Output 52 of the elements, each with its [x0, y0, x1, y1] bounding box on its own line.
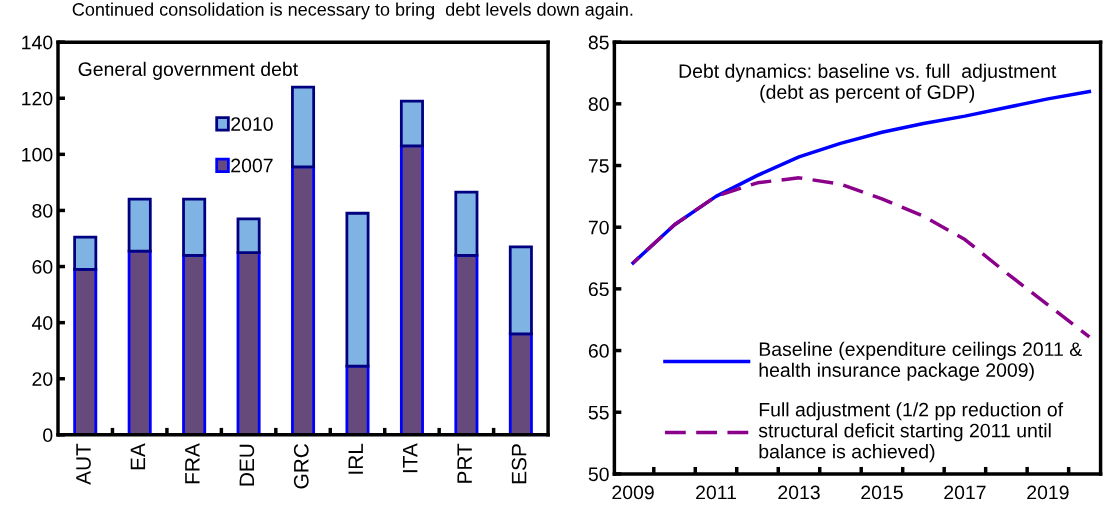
y-tick-label: 65	[588, 282, 609, 297]
x-tick-label: IRL	[348, 443, 363, 474]
y-tick-label: 55	[588, 405, 609, 420]
legend-label: 2007	[231, 158, 273, 173]
y-tick-label: 80	[588, 97, 609, 112]
x-tick-label: GRC	[293, 443, 309, 489]
bar	[508, 332, 533, 435]
text: General government debt	[78, 61, 298, 80]
y-tick-label: 40	[31, 316, 53, 330]
x-tick-label: AUT	[76, 443, 91, 485]
x-tick-label: EA	[130, 443, 146, 470]
y-tick-label: 70	[588, 220, 609, 235]
bar	[345, 211, 370, 368]
bar	[182, 197, 207, 257]
y-tick-label: 50	[588, 467, 609, 482]
bar	[291, 85, 316, 169]
x-tick-label: 2017	[944, 485, 986, 500]
y-tick-label: 85	[588, 35, 609, 50]
y-tick-label: 60	[588, 344, 609, 358]
y-tick-label: 100	[22, 147, 53, 162]
y-tick-label: 20	[32, 372, 53, 386]
x-tick-label: 2015	[861, 485, 903, 500]
bar	[508, 245, 533, 336]
y-tick-label: 80	[32, 203, 53, 218]
bar	[291, 165, 316, 435]
y-tick-label: 75	[588, 159, 609, 173]
text: Debt dynamics: baseline vs. full adjustment (debt as percent of GDP)	[679, 63, 1057, 103]
bar	[236, 251, 261, 435]
line-series	[631, 176, 1092, 339]
bar	[127, 197, 152, 253]
y-tick-label: 0	[43, 428, 53, 443]
x-tick-label: FRA	[185, 443, 200, 484]
legend-label: Baseline (expenditure ceilings 2011 & health insurance package 2009)	[759, 341, 1082, 381]
text: Continued consolidation is necessary to bring debt levels down again.	[72, 2, 633, 20]
bar	[399, 144, 424, 435]
x-tick-label: ITA	[403, 443, 418, 473]
x-tick-label: ESP	[511, 444, 527, 484]
x-tick-label: PRT	[457, 443, 472, 483]
bar	[399, 99, 424, 148]
x-tick-label: 2013	[778, 485, 820, 500]
legend-label: Full adjustment (1/2 pp reduction of structural deficit starting 2011 until balance is achieved)	[758, 402, 1064, 463]
legend-label: 2010	[231, 117, 273, 131]
x-tick-label: DEU	[239, 444, 255, 486]
y-tick-label: 60	[32, 260, 53, 274]
y-tick-label: 140	[22, 35, 53, 50]
x-tick-label: 2019	[1027, 485, 1069, 500]
x-tick-label: 2011	[696, 485, 736, 500]
bar	[73, 235, 98, 271]
y-tick-label: 120	[22, 91, 53, 106]
x-tick-label: 2009	[612, 485, 654, 500]
bar	[236, 217, 261, 254]
bar	[454, 190, 479, 257]
